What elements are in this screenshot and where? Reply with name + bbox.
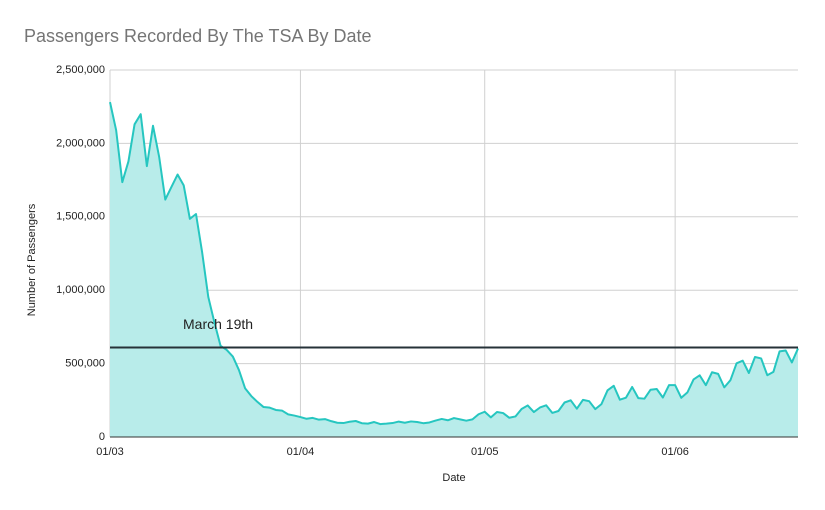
line bbox=[109, 101, 799, 426]
annotation: March 19th bbox=[183, 316, 253, 332]
y-tick-label: 500,000 bbox=[65, 358, 105, 370]
area-fill bbox=[110, 102, 798, 437]
y-tick-label: 0 bbox=[99, 431, 105, 443]
x-tick-label: 01/06 bbox=[661, 446, 689, 458]
y-axis-label: Number of Passengers bbox=[26, 203, 38, 316]
x-tick-label: 01/03 bbox=[96, 446, 124, 458]
y-tick-label: 1,000,000 bbox=[56, 284, 105, 296]
y-tick-label: 1,500,000 bbox=[56, 211, 105, 223]
x-axis-label: Date bbox=[442, 472, 465, 484]
y-tick-label: 2,000,000 bbox=[56, 137, 105, 149]
x-tick-label: 01/05 bbox=[471, 446, 499, 458]
chart-title: Passengers Recorded By The TSA By Date bbox=[24, 26, 372, 46]
y-tick-label: 2,500,000 bbox=[56, 64, 105, 76]
x-tick-label: 01/04 bbox=[287, 446, 315, 458]
